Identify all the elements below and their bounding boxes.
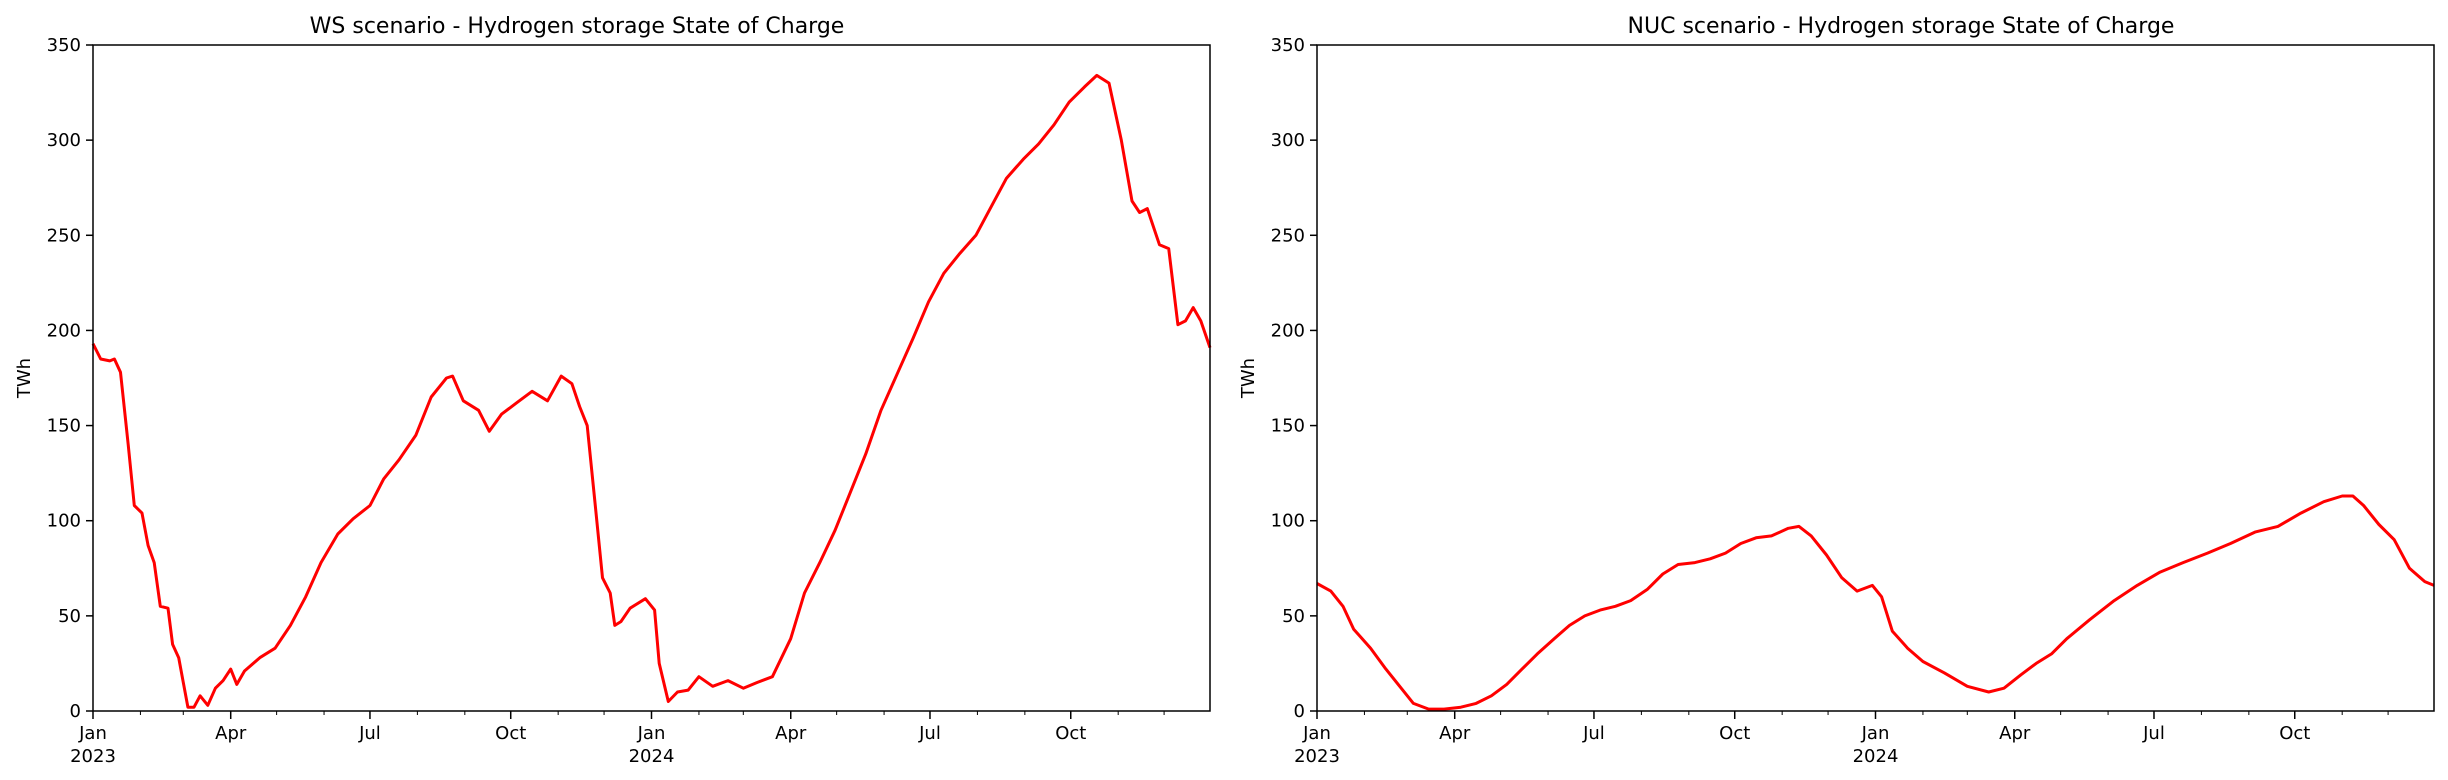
y-tick-label: 50: [1282, 606, 1305, 627]
y-tick-label: 0: [70, 701, 81, 722]
x-tick-label: Apr: [215, 723, 247, 744]
x-tick-label: Jan: [78, 723, 107, 744]
y-axis-label: TWh: [14, 358, 35, 399]
x-tick-label: Jan: [1861, 723, 1890, 744]
x-tick-year-label: 2024: [1853, 746, 1899, 767]
y-tick-label: 100: [47, 511, 81, 532]
y-tick-label: 250: [1271, 225, 1305, 246]
right-chart: NUC scenario - Hydrogen storage State of…: [1238, 14, 2435, 767]
x-tick-label: Jan: [637, 723, 666, 744]
y-tick-label: 200: [47, 320, 81, 341]
x-tick-label: Jul: [1582, 723, 1605, 744]
left-chart: WS scenario - Hydrogen storage State of …: [14, 14, 1212, 767]
y-tick-label: 300: [47, 130, 81, 151]
x-tick-label: Jul: [918, 723, 941, 744]
y-tick-label: 0: [1294, 701, 1305, 722]
x-tick-label: Oct: [1055, 723, 1086, 744]
x-tick-label: Jan: [1302, 723, 1331, 744]
x-tick-label: Oct: [2279, 723, 2310, 744]
x-tick-year-label: 2023: [70, 746, 116, 767]
chart-title: NUC scenario - Hydrogen storage State of…: [1628, 14, 2175, 39]
x-tick-year-label: 2024: [629, 746, 675, 767]
y-axis-label: TWh: [1238, 358, 1259, 399]
y-tick-label: 200: [1271, 320, 1305, 341]
y-tick-label: 150: [47, 416, 81, 437]
x-tick-label: Oct: [1719, 723, 1750, 744]
x-tick-label: Apr: [1999, 723, 2031, 744]
x-tick-label: Apr: [775, 723, 807, 744]
y-tick-label: 250: [47, 225, 81, 246]
series-line: [1316, 494, 2435, 711]
chart-title: WS scenario - Hydrogen storage State of …: [310, 14, 845, 39]
y-tick-label: 350: [1271, 35, 1305, 56]
y-tick-label: 100: [1271, 511, 1305, 532]
y-tick-label: 300: [1271, 130, 1305, 151]
x-tick-label: Apr: [1439, 723, 1471, 744]
y-tick-label: 350: [47, 35, 81, 56]
series-line: [91, 73, 1212, 709]
y-tick-label: 50: [58, 606, 81, 627]
x-tick-label: Jul: [2142, 723, 2165, 744]
y-tick-label: 150: [1271, 416, 1305, 437]
x-tick-label: Oct: [495, 723, 526, 744]
x-tick-year-label: 2023: [1294, 746, 1340, 767]
x-tick-label: Jul: [358, 723, 381, 744]
